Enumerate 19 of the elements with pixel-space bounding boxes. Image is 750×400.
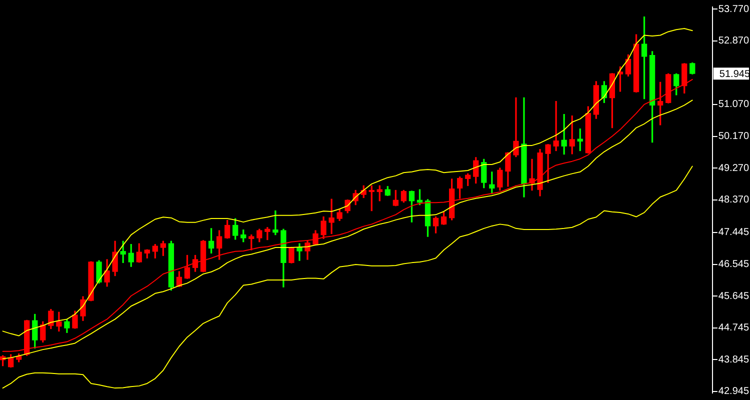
y-tick-label: 48.370: [718, 194, 750, 206]
text: 51.945: [719, 68, 750, 80]
y-tick-label: 46.545: [718, 259, 750, 270]
y-tick-label: 52.870: [718, 36, 750, 47]
y-tick-label: 53.770: [718, 4, 750, 15]
candlestick: [513, 97, 519, 158]
y-tick-label: 49.270: [718, 162, 750, 174]
candlestick: [328, 198, 334, 234]
y-tick-label: 50.170: [718, 131, 750, 142]
y-tick-label: 45.645: [718, 290, 750, 302]
candlestick: [272, 210, 278, 236]
y-tick-label: 47.445: [718, 227, 750, 238]
candlestick: [561, 114, 567, 155]
y-tick-label: 43.845: [718, 354, 750, 366]
candlestick: [553, 100, 559, 152]
candlestick: [120, 240, 126, 264]
y-tick-label: 51.070: [718, 99, 750, 110]
y-tick-label: 42.945: [718, 386, 750, 398]
y-tick-label: 44.745: [718, 322, 750, 334]
